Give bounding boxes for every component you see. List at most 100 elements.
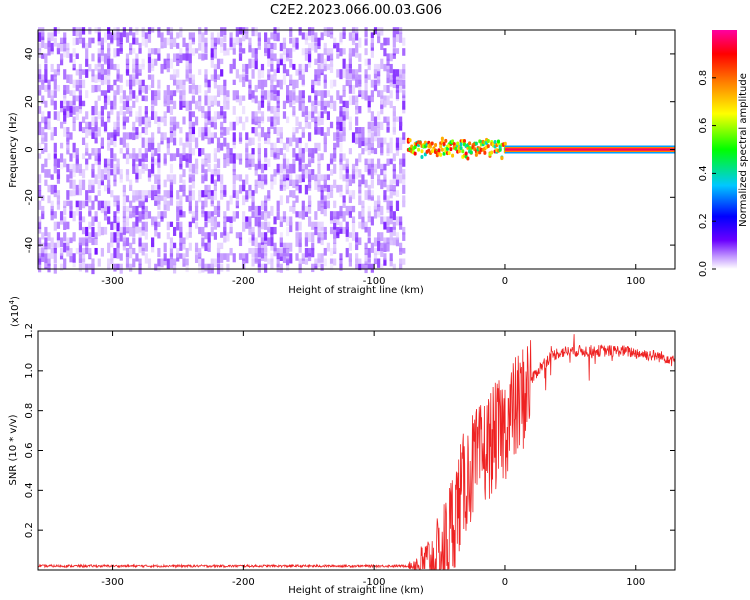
heatmap-cell	[254, 163, 258, 171]
heatmap-cell	[75, 106, 79, 112]
heatmap-cell	[135, 169, 139, 180]
heatmap-cell	[188, 121, 192, 129]
heatmap-cell	[301, 32, 305, 40]
heatmap-cell	[107, 258, 111, 268]
heatmap-cell	[38, 226, 42, 234]
heatmap-cell	[395, 148, 400, 156]
heatmap-cell	[326, 190, 331, 200]
heatmap-cell	[298, 74, 302, 80]
heatmap-cell	[301, 169, 305, 179]
heatmap-cell	[285, 90, 290, 101]
heatmap-cell	[358, 258, 362, 264]
heatmap-cell	[311, 32, 315, 43]
heatmap-cell	[380, 179, 384, 190]
heatmap-cell	[402, 258, 406, 265]
heatmap-cell	[132, 132, 136, 141]
heatmap-cell	[129, 184, 133, 191]
heatmap-cell	[188, 63, 192, 74]
heatmap-cell	[389, 74, 393, 83]
heatmap-cell	[157, 200, 161, 210]
heatmap-cell	[72, 211, 76, 222]
heatmap-cell	[78, 90, 83, 99]
heatmap-cell	[226, 216, 230, 223]
heatmap-cell	[348, 190, 352, 198]
heatmap-cell	[220, 132, 224, 139]
heatmap-cell	[119, 253, 123, 261]
heatmap-cell	[242, 211, 246, 222]
y-tick-label: 0.6	[24, 443, 35, 459]
heatmap-cell	[279, 79, 283, 90]
heatmap-cell	[314, 90, 318, 101]
heatmap-cell	[198, 100, 202, 112]
heatmap-cell	[317, 258, 321, 268]
heatmap-cell	[307, 179, 312, 189]
heatmap-cell	[100, 106, 104, 116]
heatmap-cell	[59, 216, 64, 225]
heatmap-cell	[279, 247, 283, 257]
heatmap-cell	[56, 221, 61, 229]
heatmap-cell	[129, 247, 133, 259]
heatmap-cell	[320, 111, 324, 119]
heatmap-cell	[53, 242, 57, 250]
heatmap-cell	[154, 221, 158, 231]
heatmap-cell	[81, 216, 86, 223]
heatmap-cell	[144, 111, 148, 118]
heatmap-cell	[169, 74, 174, 81]
heatmap-cell	[100, 37, 104, 46]
heatmap-cell	[370, 263, 374, 273]
heatmap-cell	[348, 205, 352, 215]
heatmap-cell	[182, 79, 186, 85]
heatmap-cell	[179, 205, 183, 216]
heatmap-cell	[38, 200, 42, 210]
heatmap-cell	[329, 53, 334, 61]
heatmap-cell	[88, 221, 92, 230]
heatmap-cell	[358, 37, 362, 48]
heatmap-cell	[91, 37, 95, 44]
heatmap-cell	[367, 148, 371, 156]
heatmap-cell	[56, 195, 61, 205]
heatmap-cell	[91, 237, 95, 246]
heatmap-cell	[185, 69, 189, 79]
colorbar-tick-label: 0.0	[698, 261, 709, 277]
heatmap-cell	[361, 148, 365, 155]
heatmap-cell	[188, 184, 192, 191]
heatmap-cell	[188, 153, 192, 164]
heatmap-cell	[226, 95, 230, 103]
heatmap-cell	[295, 232, 299, 238]
heatmap-cell	[160, 42, 164, 49]
heatmap-cell	[66, 132, 70, 142]
heatmap-cell	[160, 132, 164, 141]
heatmap-cell	[389, 179, 393, 190]
heatmap-cell	[402, 79, 406, 89]
heatmap-cell	[103, 200, 108, 207]
heatmap-cell	[78, 263, 83, 272]
heatmap-cell	[251, 153, 255, 160]
heatmap-cell	[85, 58, 89, 67]
heatmap-cell	[179, 242, 183, 251]
heatmap-cell	[38, 216, 42, 223]
colorbar-ticks: 0.00.20.40.60.8	[698, 70, 716, 277]
heatmap-cell	[348, 148, 352, 155]
heatmap-cell	[329, 27, 334, 35]
heatmap-cell	[81, 127, 86, 134]
heatmap-cell	[304, 121, 309, 129]
heatmap-cell	[389, 137, 393, 144]
heatmap-cell	[307, 111, 312, 120]
heatmap-cell	[201, 205, 205, 214]
heatmap-cell	[154, 116, 158, 124]
heatmap-cell	[304, 184, 309, 195]
heatmap-cell	[75, 79, 79, 91]
heatmap-cell	[389, 253, 393, 262]
heatmap-cell	[132, 121, 136, 131]
heatmap-cell	[292, 200, 296, 207]
heatmap-cell	[188, 84, 192, 94]
heatmap-cell	[223, 211, 227, 219]
heatmap-cell	[166, 95, 170, 106]
heatmap-cell	[392, 116, 396, 122]
heatmap-cell	[216, 200, 221, 210]
heatmap-cell	[88, 153, 92, 160]
heatmap-cell	[449, 147, 453, 152]
heatmap-cell	[298, 258, 302, 269]
heatmap-cell	[144, 163, 148, 171]
y-tick-label: 1.0	[24, 363, 35, 379]
